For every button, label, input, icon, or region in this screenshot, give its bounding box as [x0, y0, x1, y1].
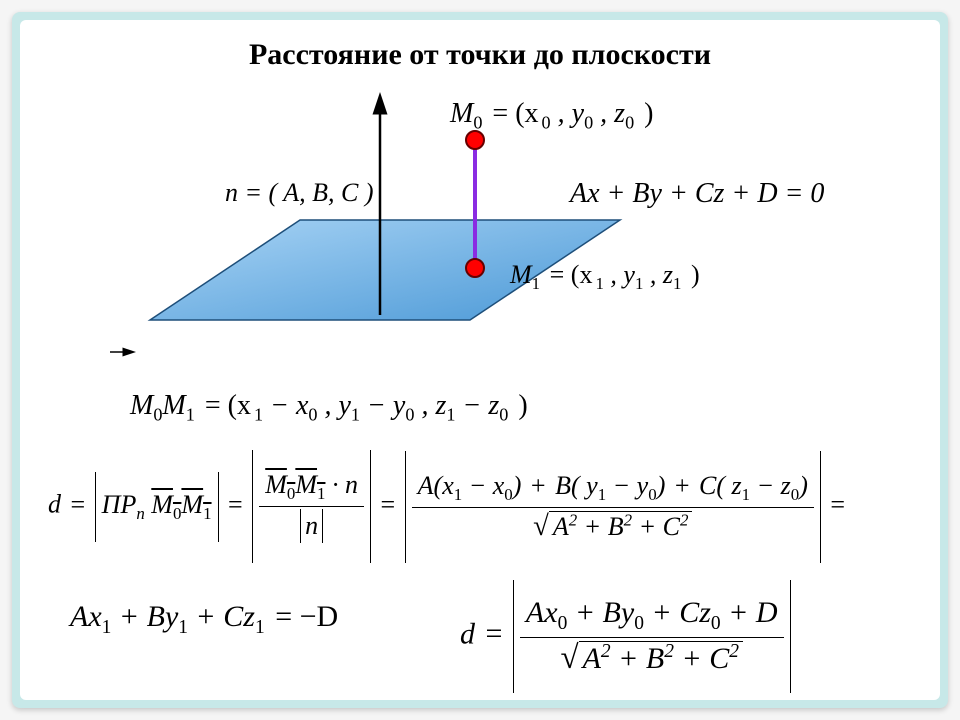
plane-equation: Ax + By + Cz + D = 0: [570, 178, 824, 210]
page-title: Расстояние от точки до плоскости: [20, 38, 940, 72]
distance-formula: d = Ax0 + By0 + Cz0 + D A2 + B2 + C2: [460, 580, 791, 693]
m0-point: [466, 131, 484, 149]
distance-derivation: d = ПРn M0M1 = M0M1 · n n = A(x1 − x0) +…: [48, 450, 848, 563]
plane-point-equation: Ax1 + By1 + Cz1 = −D: [70, 600, 341, 639]
m1-label: M1 = (x1 , y1 , z1 ): [510, 260, 703, 294]
n-vector-label: n = ( A, B, C ): [225, 178, 374, 208]
m1-point: [466, 259, 484, 277]
m0-label: M0 = (x0 , y0 , z0 ): [450, 98, 657, 134]
m0m1-vector: M0M1 = (x1 − x0 , y1 − y0 , z1 − z0 ): [130, 390, 531, 426]
